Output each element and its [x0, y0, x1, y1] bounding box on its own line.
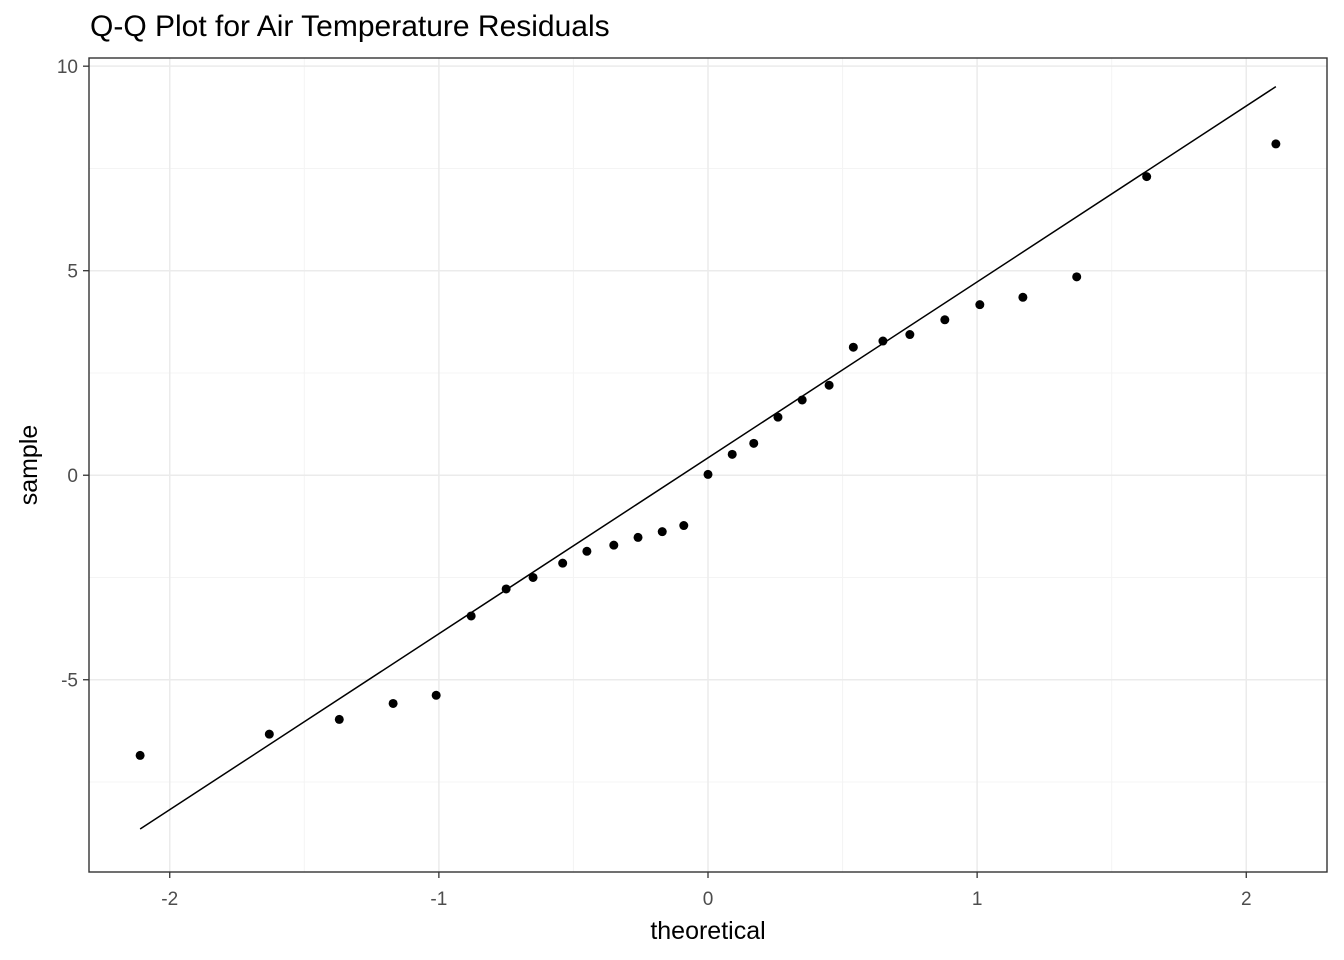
grid	[89, 58, 1327, 872]
data-point	[679, 521, 689, 531]
data-point	[501, 584, 511, 594]
data-point	[135, 750, 145, 760]
data-point	[609, 540, 619, 550]
reference-line-layer	[139, 86, 1277, 830]
data-point	[1142, 172, 1152, 182]
data-point	[264, 729, 274, 739]
data-point	[727, 449, 737, 459]
data-point	[633, 532, 643, 542]
data-point	[703, 469, 713, 479]
data-point	[848, 342, 858, 352]
y-tick-label: 0	[67, 466, 78, 487]
data-point	[773, 412, 783, 422]
chart-title: Q-Q Plot for Air Temperature Residuals	[90, 10, 610, 43]
data-point	[388, 698, 398, 708]
data-point	[334, 714, 344, 724]
x-tick-label: -1	[430, 889, 447, 910]
x-tick-label: 0	[703, 889, 714, 910]
y-tick-label: 5	[67, 262, 78, 283]
data-point	[797, 395, 807, 405]
x-axis-title: theoretical	[650, 917, 765, 945]
x-tick-label: 1	[972, 889, 983, 910]
y-tick-label: 10	[57, 57, 78, 78]
points-layer	[135, 139, 1281, 760]
data-point	[905, 330, 915, 340]
y-tick-label: -5	[61, 671, 78, 692]
data-point	[878, 336, 888, 346]
data-point	[582, 546, 592, 556]
data-point	[1271, 139, 1281, 149]
data-point	[528, 572, 538, 582]
data-point	[657, 527, 667, 537]
x-tick-label: 2	[1241, 889, 1252, 910]
data-point	[431, 690, 441, 700]
data-point	[1072, 272, 1082, 282]
x-tick-label: -2	[161, 889, 178, 910]
data-point	[749, 438, 759, 448]
x-axis: -2 -1 0 1 2	[161, 872, 1252, 910]
data-point	[975, 300, 985, 310]
data-point	[466, 611, 476, 621]
qq-reference-line	[139, 86, 1277, 830]
data-point	[824, 380, 834, 390]
y-axis-title: sample	[15, 425, 43, 506]
data-point	[558, 558, 568, 568]
y-axis: -5 0 5 10	[57, 57, 89, 692]
data-point	[1018, 292, 1028, 302]
data-point	[940, 315, 950, 325]
